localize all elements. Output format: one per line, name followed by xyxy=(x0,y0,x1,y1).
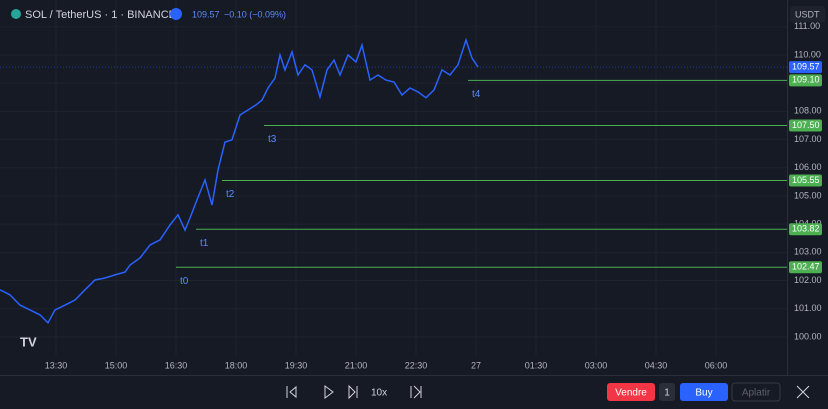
level-price-box xyxy=(789,223,822,236)
header: SOL / TetherUS · 1 · BINANCE 109.57 −0.1… xyxy=(11,6,825,349)
level-name: t2 xyxy=(226,189,235,200)
plot: t0 t1 t2 t3 t4 xyxy=(0,37,787,325)
level-price-box xyxy=(789,74,822,87)
x-tick-label: 22:30 xyxy=(405,360,428,370)
speed[interactable]: 10x xyxy=(371,388,387,399)
play-button[interactable] xyxy=(324,385,334,399)
symbol-icon xyxy=(11,9,21,19)
toolbar: 10x Vendre 1 Buy Aplatir xyxy=(286,382,810,402)
sell-button[interactable] xyxy=(607,383,655,401)
quantity: 1 xyxy=(664,388,670,399)
axes: 100.00101.00102.00103.00104.00105.00106.… xyxy=(45,21,822,370)
level-price: 107.50 xyxy=(792,120,820,130)
level-name: t4 xyxy=(472,89,481,100)
x-tick-label: 19:30 xyxy=(285,360,308,370)
y-tick-label: 108.00 xyxy=(794,106,822,116)
last-price-label: 109.57 xyxy=(792,61,820,71)
x-tick-label: 13:30 xyxy=(45,360,68,370)
level-price: 105.55 xyxy=(792,175,820,185)
x-tick-label: 01:30 xyxy=(525,360,548,370)
logo: TV xyxy=(20,334,37,349)
level-price-box xyxy=(789,261,822,274)
jump-button[interactable] xyxy=(410,385,422,399)
level-name: t0 xyxy=(180,276,189,287)
last-price: 109.57 xyxy=(192,9,220,19)
x-tick-label: 04:30 xyxy=(645,360,668,370)
y-tick-label: 110.00 xyxy=(794,49,821,59)
level-name: t3 xyxy=(268,134,277,145)
x-tick-label: 21:00 xyxy=(345,360,368,370)
level-price: 103.82 xyxy=(792,224,820,234)
symbol: SOL / TetherUS · 1 · BINANCE xyxy=(25,9,176,21)
level-price: 102.47 xyxy=(792,262,820,272)
sell-label: Vendre xyxy=(615,388,647,399)
x-tick-label: 06:00 xyxy=(705,360,728,370)
y-tick-label: 100.00 xyxy=(794,331,822,341)
flatten-label: Aplatir xyxy=(742,388,771,399)
currency-select[interactable] xyxy=(790,6,825,22)
level-name: t1 xyxy=(200,238,209,249)
price-change: −0.10 (−0.09%) xyxy=(224,9,286,19)
y-tick-label: 105.00 xyxy=(794,190,822,200)
y-tick-label: 101.00 xyxy=(794,303,822,313)
y-tick-label: 102.00 xyxy=(794,275,822,285)
price-line xyxy=(0,37,479,325)
x-tick-label: 18:00 xyxy=(225,360,248,370)
x-tick-label: 16:30 xyxy=(165,360,188,370)
last-price-box xyxy=(789,61,822,74)
x-tick-label: 15:00 xyxy=(105,360,128,370)
flatten-button[interactable] xyxy=(731,382,781,402)
y-tick-label: 107.00 xyxy=(794,134,822,144)
level-price-box xyxy=(789,174,822,187)
buy-label: Buy xyxy=(695,388,712,399)
close-button[interactable] xyxy=(796,385,810,399)
y-tick-label: 103.00 xyxy=(794,247,822,257)
y-tick-label: 111.00 xyxy=(794,21,820,31)
quantity-box[interactable] xyxy=(659,383,675,401)
level-price: 109.10 xyxy=(792,75,820,85)
x-tick-label: 27 xyxy=(471,360,481,370)
y-tick-label: 106.00 xyxy=(794,162,822,172)
collapse-button[interactable] xyxy=(170,8,182,20)
x-tick-label: 03:00 xyxy=(585,360,608,370)
rewind-button[interactable] xyxy=(286,385,297,399)
step-button[interactable] xyxy=(348,384,358,400)
grid xyxy=(0,0,787,356)
level-price-box xyxy=(789,119,822,132)
currency: USDT xyxy=(795,9,820,19)
buy-button[interactable] xyxy=(680,383,728,401)
